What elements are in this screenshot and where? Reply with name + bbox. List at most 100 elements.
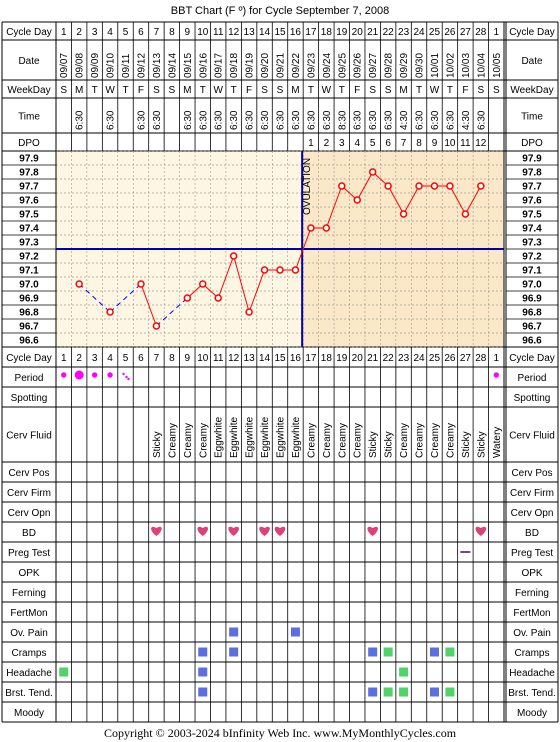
row-label-time: Time (18, 112, 40, 123)
row-label-cerv_fluid: Cerv Fluid (6, 431, 52, 442)
y-tick-label-left: 96.8 (19, 308, 39, 319)
row-label-right-ov_pain: Ov. Pain (513, 628, 551, 639)
period-spotting-dot (125, 375, 128, 379)
brst-tend-mark (429, 687, 439, 697)
period-dot (493, 372, 499, 378)
date-label: 09/20 (260, 53, 271, 78)
cramps-mark (229, 647, 239, 657)
footer-copyright[interactable]: Copyright © 2003-2024 bInfinity Web Inc.… (104, 726, 457, 740)
brst-tend-mark (368, 687, 378, 697)
date-label: 09/19 (245, 53, 256, 78)
row-label-right-cerv_opn: Cerv Opn (511, 508, 554, 519)
temp-point (322, 224, 331, 232)
time-label: 6:30 (75, 110, 86, 130)
y-tick-label-right: 97.2 (522, 252, 542, 263)
temp-point (430, 182, 439, 190)
cycle-day-number-lower: 1 (493, 353, 499, 364)
cycle-day-number-lower: 23 (398, 353, 410, 364)
weekday-label: T (200, 85, 206, 96)
date-label: 09/12 (136, 53, 147, 78)
dpo-label: 8 (416, 138, 422, 149)
cycle-day-number-lower: 1 (61, 353, 67, 364)
temp-point (368, 168, 377, 176)
time-label: 6:30 (152, 110, 163, 130)
cycle-day-number: 12 (228, 27, 240, 38)
ov-pain-mark (229, 627, 239, 637)
date-label: 09/21 (276, 53, 287, 78)
date-label: 09/09 (90, 53, 101, 78)
weekday-label: W (105, 85, 115, 96)
dpo-label: 1 (308, 138, 314, 149)
row-label-cerv_firm: Cerv Firm (7, 488, 51, 499)
time-label: 6:30 (276, 110, 287, 130)
row-label-right-cerv_pos: Cerv Pos (511, 468, 552, 479)
weekday-label: W (430, 85, 440, 96)
y-tick-label-left: 96.6 (19, 336, 39, 347)
date-label: 09/25 (337, 53, 348, 78)
dpo-label: 2 (324, 138, 330, 149)
cycle-day-number-lower: 13 (244, 353, 256, 364)
time-label: 6:30 (430, 110, 441, 130)
temp-point (291, 266, 300, 274)
cycle-day-number: 14 (259, 27, 271, 38)
dpo-label: 6 (385, 138, 391, 149)
cramps-mark (368, 647, 378, 657)
date-label: 09/27 (368, 53, 379, 78)
temp-line (233, 255, 250, 313)
cycle-day-number: 21 (367, 27, 379, 38)
temp-point (384, 182, 392, 190)
temp-point (338, 182, 346, 190)
temp-point (307, 224, 315, 232)
row-label-cerv_opn: Cerv Opn (8, 508, 51, 519)
y-tick-label-left: 96.9 (19, 294, 39, 305)
ovulation-label: OVULATION (302, 158, 313, 215)
row-label-cramps: Cramps (11, 648, 46, 659)
row-label-brst_tend: Brst. Tend. (5, 688, 53, 699)
headache-mark (198, 667, 208, 677)
date-label: 09/24 (322, 53, 333, 78)
cerv-fluid-label: Eggwhite (260, 416, 271, 458)
date-label: 09/16 (198, 53, 209, 78)
cycle-day-number: 3 (92, 27, 98, 38)
y-tick-label-right: 97.6 (522, 196, 542, 207)
date-label: 09/10 (106, 53, 117, 78)
cerv-fluid-label: Creamy (322, 423, 333, 458)
cycle-day-number-lower: 11 (213, 353, 224, 364)
period-spotting-dot (127, 377, 130, 381)
cerv-fluid-label: Creamy (306, 423, 317, 458)
weekday-label: M (183, 85, 191, 96)
bd-heart-icon (228, 526, 239, 536)
temp-line (464, 185, 482, 215)
temp-point (214, 294, 222, 302)
cycle-day-number: 15 (274, 27, 286, 38)
cerv-fluid-label: Creamy (353, 423, 364, 458)
temp-line (387, 185, 405, 215)
time-label: 6:30 (445, 110, 456, 130)
weekday-label: F (246, 85, 252, 96)
weekday-label: T (447, 85, 453, 96)
cramps-mark (383, 647, 393, 657)
period-dot (74, 370, 84, 380)
weekday-label: S (493, 85, 500, 96)
dpo-label: 7 (401, 138, 407, 149)
time-label: 6:30 (476, 110, 487, 130)
date-label: 09/30 (415, 53, 426, 78)
brst-tend-mark (383, 687, 393, 697)
cerv-fluid-label: Eggwhite (229, 416, 240, 458)
temp-point (477, 182, 485, 190)
bd-heart-icon (259, 526, 270, 536)
dpo-label: 12 (475, 138, 487, 149)
temp-point (461, 210, 470, 218)
date-label: 09/29 (399, 53, 410, 78)
time-label: 4:30 (399, 110, 410, 130)
y-tick-label-left: 97.1 (19, 266, 39, 277)
cerv-fluid-label: Creamy (430, 423, 441, 458)
y-tick-label-right: 97.8 (522, 168, 542, 179)
cerv-fluid-label: Eggwhite (214, 416, 225, 458)
date-label: 10/05 (492, 53, 503, 78)
dpo-label: 11 (460, 138, 471, 149)
date-label: 09/26 (353, 53, 364, 78)
weekday-label: T (122, 85, 128, 96)
weekday-label: F (138, 85, 144, 96)
